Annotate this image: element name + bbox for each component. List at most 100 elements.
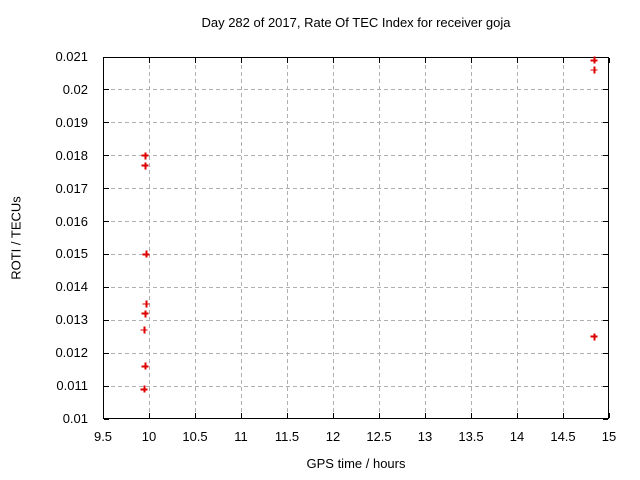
x-tick-top [148, 58, 150, 63]
plot-area [103, 57, 609, 419]
y-tick-label: 0.014 [55, 279, 88, 295]
x-tick-bottom [470, 413, 472, 418]
y-tick-right [603, 221, 608, 223]
y-tick-label: 0.011 [56, 378, 88, 394]
y-tick-left [104, 89, 109, 91]
y-grid-line [104, 385, 608, 387]
x-grid-line [148, 58, 150, 418]
x-tick-top [516, 58, 518, 63]
x-grid-line [332, 58, 334, 418]
data-point-marker [141, 152, 149, 160]
x-tick-label: 15 [601, 429, 617, 444]
x-grid-line [194, 58, 196, 418]
y-tick-right [603, 253, 608, 255]
y-tick-label: 0.017 [55, 180, 88, 196]
y-grid-line [104, 122, 608, 124]
data-point-marker [142, 250, 150, 258]
data-point-marker [590, 56, 598, 64]
x-tick-top [332, 58, 334, 63]
x-grid-line [286, 58, 288, 418]
x-tick-top [562, 58, 564, 63]
y-grid-line [104, 221, 608, 223]
x-tick-bottom [378, 413, 380, 418]
y-grid-line [104, 253, 608, 255]
x-tick-label: 10 [141, 429, 157, 444]
x-axis-title: GPS time / hours [306, 456, 406, 471]
data-point-marker [140, 326, 148, 334]
y-tick-left [104, 122, 109, 124]
x-tick-bottom [562, 413, 564, 418]
y-tick-label: 0.019 [55, 114, 88, 130]
x-grid-line [516, 58, 518, 418]
y-grid-line [104, 188, 608, 190]
y-tick-left [104, 418, 109, 420]
y-grid-line [104, 352, 608, 354]
y-tick-label: 0.012 [55, 345, 88, 361]
x-tick-label: 9.5 [93, 429, 113, 444]
data-point-marker [140, 385, 148, 393]
y-grid-line [104, 319, 608, 321]
data-point-marker [590, 66, 598, 74]
y-axis-title: ROTI / TECUs [8, 196, 24, 280]
x-tick-top [240, 58, 242, 63]
y-tick-right [603, 188, 608, 190]
y-tick-left [104, 155, 109, 157]
y-tick-right [603, 418, 608, 420]
x-tick-bottom [608, 413, 610, 418]
x-grid-line [470, 58, 472, 418]
x-tick-bottom [424, 413, 426, 418]
x-tick-label: 12.5 [366, 429, 392, 444]
x-grid-line [424, 58, 426, 418]
y-tick-left [104, 286, 109, 288]
data-point-marker [141, 162, 149, 170]
y-tick-right [603, 122, 608, 124]
x-tick-bottom [332, 413, 334, 418]
x-tick-top [378, 58, 380, 63]
y-tick-left [104, 188, 109, 190]
y-grid-line [104, 286, 608, 288]
y-tick-left [104, 221, 109, 223]
y-tick-left [104, 352, 109, 354]
y-tick-left [104, 319, 109, 321]
x-tick-top [424, 58, 426, 63]
x-grid-line [240, 58, 242, 418]
y-tick-right [603, 286, 608, 288]
x-tick-top [286, 58, 288, 63]
x-tick-label: 14.5 [550, 429, 576, 444]
data-point-marker [141, 310, 149, 318]
y-tick-right [603, 352, 608, 354]
x-tick-bottom [102, 413, 104, 418]
x-tick-top [470, 58, 472, 63]
x-tick-bottom [148, 413, 150, 418]
x-tick-label: 11 [234, 429, 248, 444]
x-tick-bottom [286, 413, 288, 418]
x-tick-bottom [516, 413, 518, 418]
x-tick-label: 10.5 [182, 429, 208, 444]
x-tick-label: 13.5 [458, 429, 484, 444]
x-tick-top [102, 58, 104, 63]
y-tick-left [104, 56, 109, 58]
y-tick-right [603, 385, 608, 387]
y-tick-right [603, 89, 608, 91]
data-point-marker [142, 300, 150, 308]
x-tick-bottom [194, 413, 196, 418]
y-tick-left [104, 385, 109, 387]
data-point-marker [590, 333, 598, 341]
x-grid-line [562, 58, 564, 418]
y-tick-label: 0.018 [55, 147, 88, 163]
x-tick-top [194, 58, 196, 63]
x-tick-label: 12 [325, 429, 341, 444]
y-tick-label: 0.015 [55, 246, 88, 262]
y-grid-line [104, 89, 608, 91]
y-tick-right [603, 155, 608, 157]
chart-title: Day 282 of 2017, Rate Of TEC Index for r… [201, 15, 511, 30]
y-tick-left [104, 253, 109, 255]
x-grid-line [378, 58, 380, 418]
y-grid-line [104, 155, 608, 157]
x-tick-top [608, 58, 610, 63]
y-tick-label: 0.021 [55, 49, 88, 64]
y-tick-right [603, 319, 608, 321]
x-tick-bottom [240, 413, 242, 418]
y-tick-label: 0.016 [55, 213, 88, 229]
